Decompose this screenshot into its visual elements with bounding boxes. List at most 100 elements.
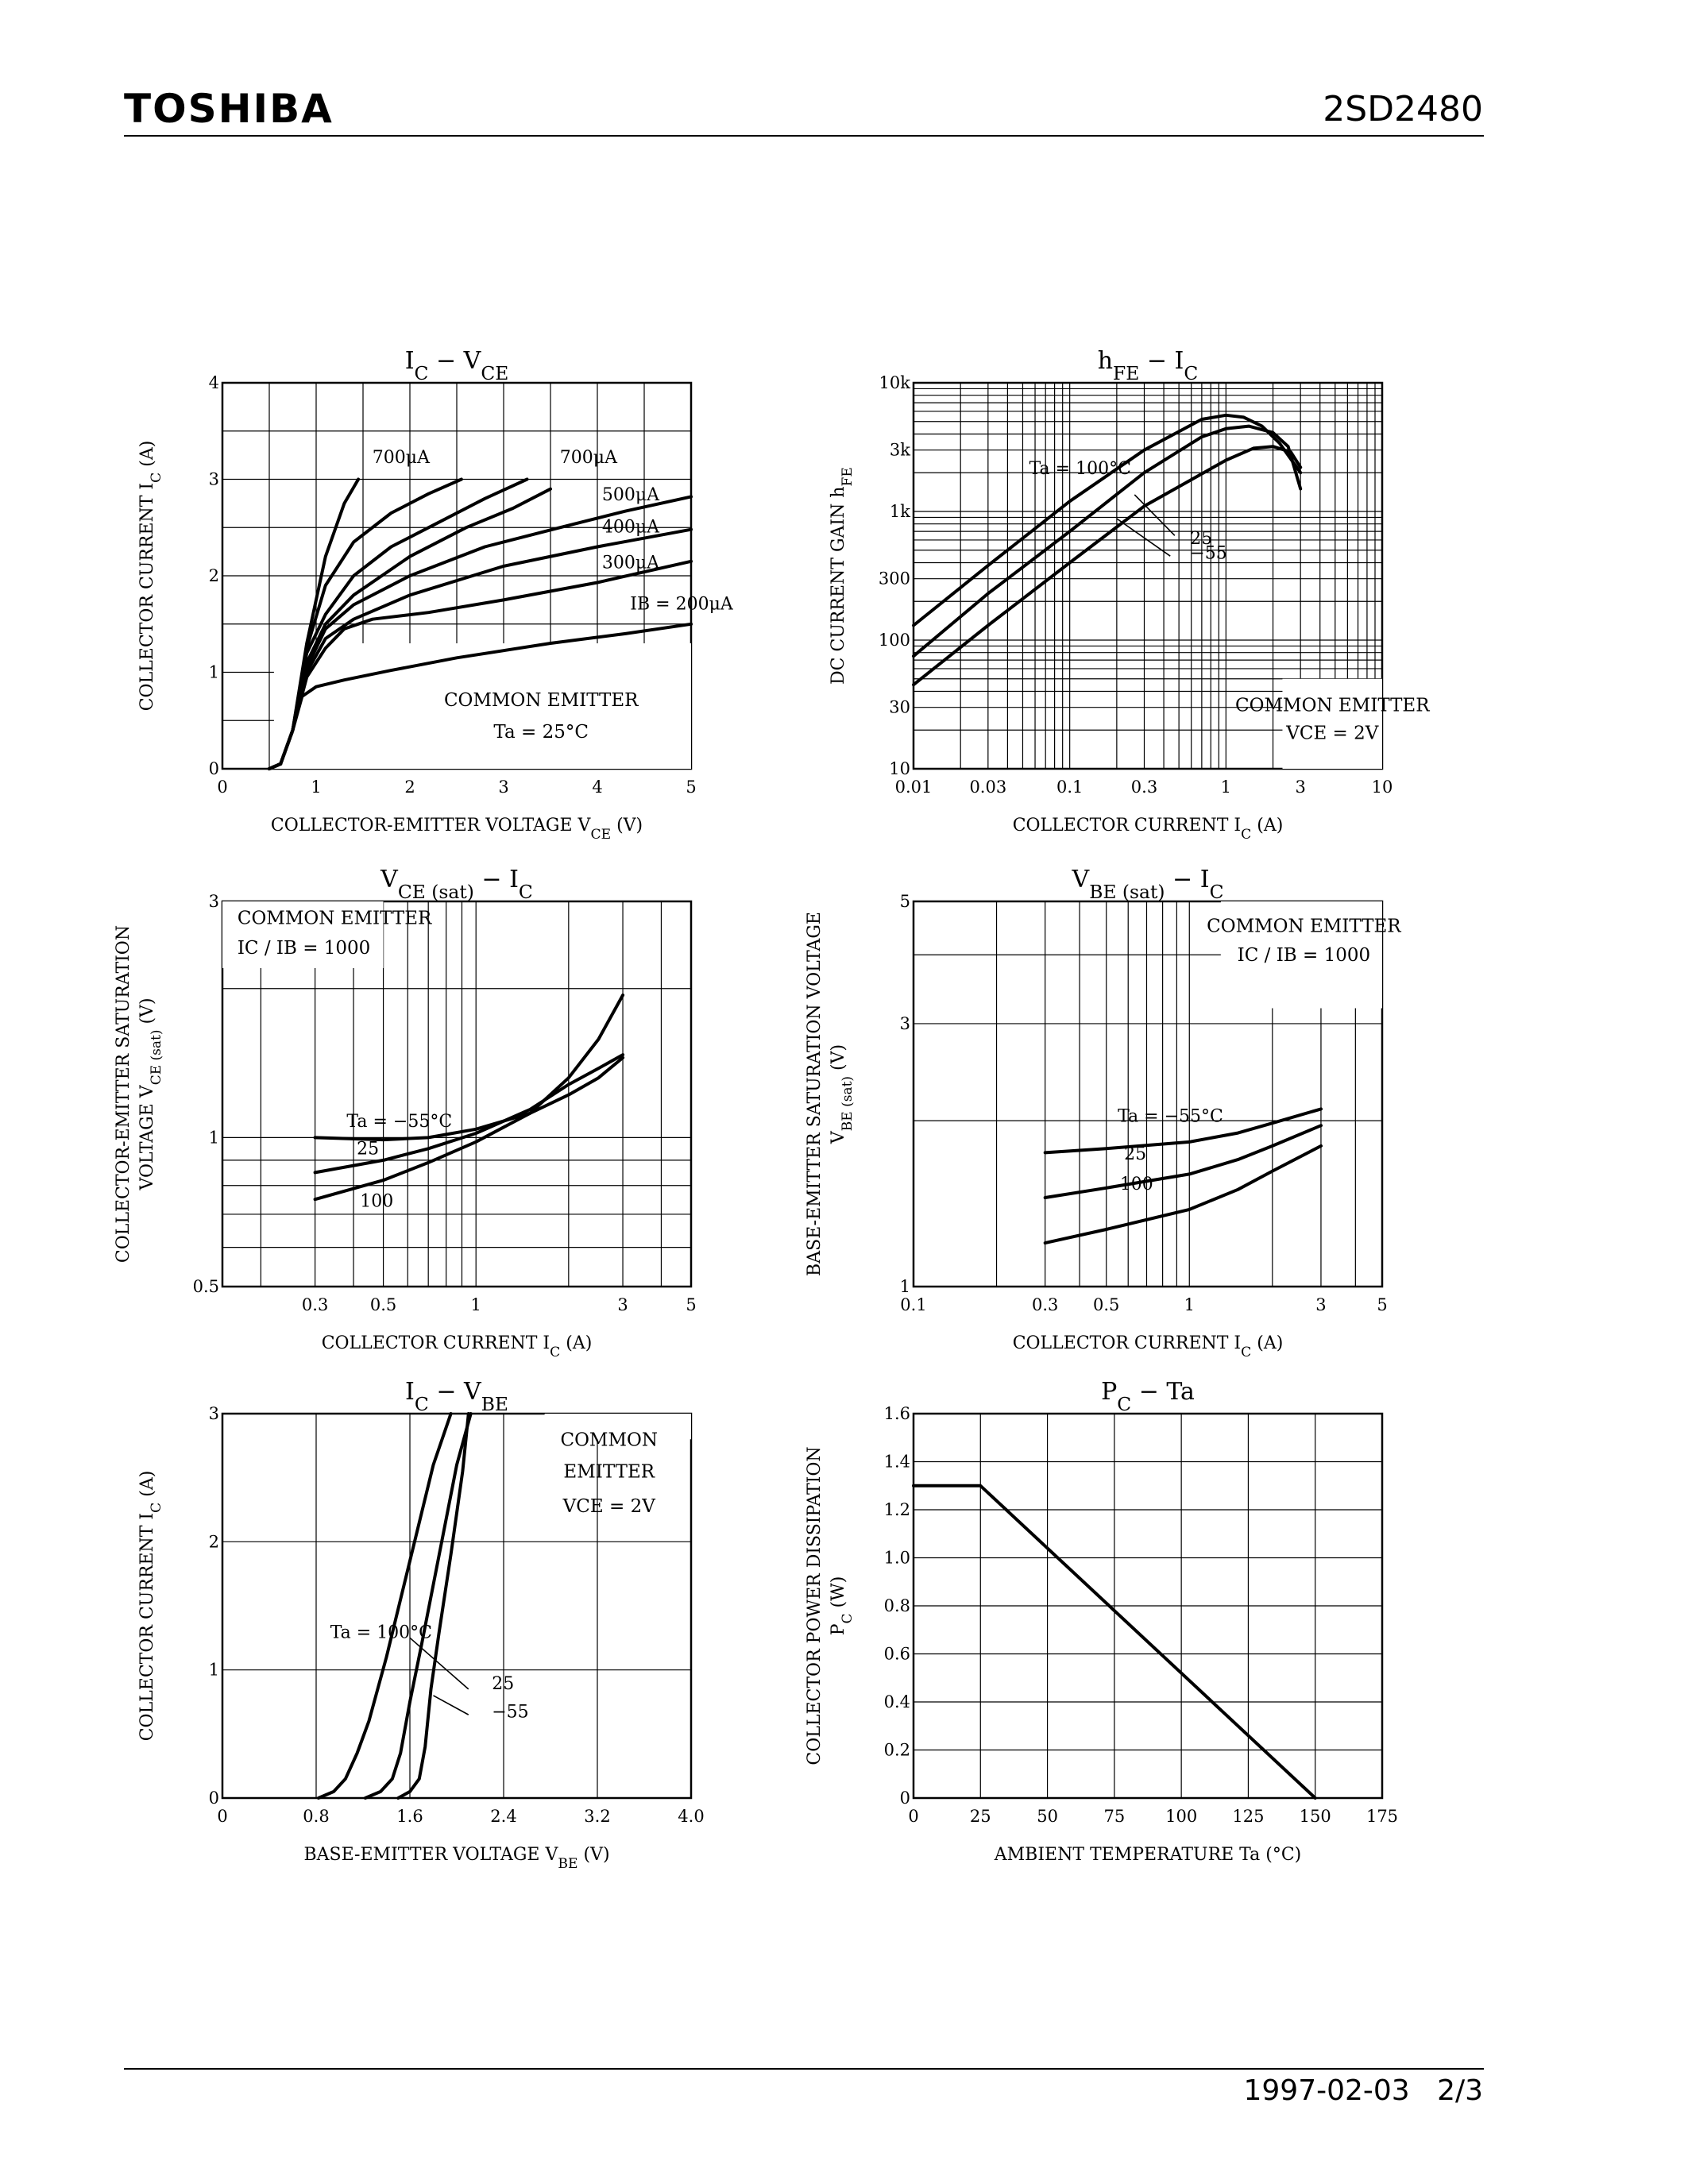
chart-ic_vbe: COMMON EMITTER VCE = 2V Ta = 100°C 25 −55 0 0.8… [137, 1378, 705, 1872]
toshiba-logo: TOSHIBA [124, 86, 334, 132]
annotation-text: COMMON EMITTER [1235, 696, 1430, 716]
chart-title-part: − V [429, 1378, 482, 1406]
y-axis-label: COLLECTOR CURRENT IC (A) [137, 441, 164, 712]
annotation-text: IC / IB = 1000 [238, 938, 370, 959]
y-tick-label: 10 [889, 759, 910, 778]
y-tick-label: 3 [209, 892, 219, 911]
annotation-box [544, 1414, 691, 1440]
annotation-text: COMMON EMITTER [238, 909, 432, 929]
x-tick-label: 0.5 [1093, 1295, 1119, 1314]
x-tick-label: 75 [1103, 1807, 1125, 1826]
x-axis-label-part: (A) [560, 1333, 592, 1353]
series-line-2 [912, 445, 1303, 687]
x-tick-label: 3 [617, 1295, 628, 1314]
annotation-text: COMMON EMITTER [1207, 916, 1401, 937]
y-axis-label-part: BE (sat) [840, 1076, 856, 1131]
y-tick-label: 0 [209, 1788, 219, 1808]
y-axis-label-text: VOLTAGE VCE (sat) (V) [137, 997, 164, 1190]
chart-title-part: − I [474, 866, 519, 893]
x-tick-label: 2.4 [490, 1807, 516, 1826]
curve-label: 100 [360, 1191, 393, 1211]
annotation-text: COMMON [560, 1430, 658, 1450]
x-axis-label: COLLECTOR CURRENT IC (A) [1013, 816, 1284, 843]
y-axis-label-text: VBE (sat) (V) [829, 1044, 856, 1144]
x-tick-label: 1.6 [396, 1807, 423, 1826]
curve-label: Ta = 100°C [1029, 459, 1131, 479]
y-tick-label: 1.2 [884, 1500, 910, 1519]
plot-frame [221, 1412, 693, 1800]
footer-page: 2/3 [1437, 2074, 1483, 2107]
chart-title-part: I [405, 347, 415, 375]
curve-label: 700μA [560, 448, 618, 468]
curve-label: 700μA [373, 448, 431, 468]
series-line-2 [1043, 1144, 1323, 1245]
series-line-7 [268, 622, 693, 770]
curve-label: IB = 200μA [630, 595, 734, 615]
y-axis-label-part: (V) [137, 997, 157, 1029]
leader-line [1134, 494, 1176, 536]
x-tick-label: 50 [1037, 1807, 1058, 1826]
y-tick-label: 1k [890, 502, 910, 521]
chart-title-part: FE [1113, 362, 1139, 384]
annotation-box [1220, 901, 1382, 1009]
x-axis-label-part: CE [590, 827, 611, 843]
x-axis-label-part: C [1241, 827, 1251, 843]
x-tick-label: 0.3 [1131, 778, 1157, 797]
plot-frame [912, 900, 1384, 1288]
x-tick-label: 175 [1366, 1807, 1398, 1826]
chart-title-part: − V [428, 347, 481, 375]
x-tick-label: 0 [908, 1807, 918, 1826]
chart-title: VBE (sat) − IC [1072, 866, 1224, 903]
y-axis-label-text-part: FE [840, 467, 856, 486]
series-line-0 [1043, 1107, 1323, 1155]
leader-line [409, 1637, 469, 1690]
y-tick-label: 0.8 [884, 1596, 910, 1615]
x-tick-label: 125 [1232, 1807, 1264, 1826]
x-tick-label: 100 [1165, 1807, 1197, 1826]
y-tick-label: 300 [879, 569, 910, 588]
x-axis-label-part: COLLECTOR CURRENT I [1013, 816, 1241, 835]
curve-label: 100 [1120, 1175, 1153, 1194]
x-tick-label: 4.0 [678, 1807, 704, 1826]
curve-label: 25 [492, 1674, 514, 1694]
x-tick-label: 1 [1221, 778, 1231, 797]
x-axis-label-part: BE [558, 1856, 577, 1872]
y-axis-label-text: PC (W) [829, 1576, 856, 1636]
x-axis-label-part: (V) [611, 816, 643, 835]
x-axis-label: BASE-EMITTER VOLTAGE VBE (V) [303, 1845, 609, 1872]
y-axis-label-part: (W) [829, 1576, 848, 1614]
x-tick-label: 150 [1300, 1807, 1331, 1826]
chart-title: PC − Ta [1101, 1378, 1195, 1415]
y-axis-label-part: CE (sat) [149, 1030, 164, 1086]
chart-title-part: C [415, 1393, 429, 1415]
y-tick-label: 0.2 [884, 1741, 910, 1760]
series-line-1 [363, 1412, 473, 1800]
y-axis-label-text-part: C [149, 473, 164, 483]
x-tick-label: 10 [1372, 778, 1393, 797]
x-axis-label-part: COLLECTOR CURRENT I [322, 1333, 550, 1353]
x-tick-label: 0.3 [302, 1295, 328, 1314]
y-tick-label: 1 [209, 1128, 219, 1147]
chart-title-part: BE (sat) [1089, 881, 1165, 903]
y-axis-label-part: C [840, 1613, 856, 1623]
curve-label: 400μA [602, 517, 660, 537]
y-tick-label: 3 [900, 1014, 910, 1033]
series-line-0 [912, 1484, 1317, 1800]
chart-title-part: − I [1165, 866, 1210, 893]
chart-title-part: V [380, 866, 399, 893]
x-tick-label: 4 [592, 778, 602, 797]
y-axis-label-text: COLLECTOR CURRENT IC (A) [137, 441, 164, 712]
x-axis-label: COLLECTOR-EMITTER VOLTAGE VCE (V) [271, 816, 643, 843]
x-axis-label-part: (V) [578, 1845, 610, 1865]
chart-title: IC − VCE [405, 347, 509, 384]
y-axis-label-text-part: COLLECTOR CURRENT I [137, 483, 157, 711]
x-tick-label: 1 [1184, 1295, 1195, 1314]
x-tick-label: 5 [1377, 1295, 1387, 1314]
x-tick-label: 3 [1315, 1295, 1326, 1314]
y-tick-label: 0 [209, 759, 219, 778]
annotation-text: IC / IB = 1000 [1238, 945, 1370, 966]
x-tick-label: 1 [311, 778, 321, 797]
chart-title: hFE − IC [1098, 347, 1199, 384]
x-tick-label: 0 [217, 778, 227, 797]
